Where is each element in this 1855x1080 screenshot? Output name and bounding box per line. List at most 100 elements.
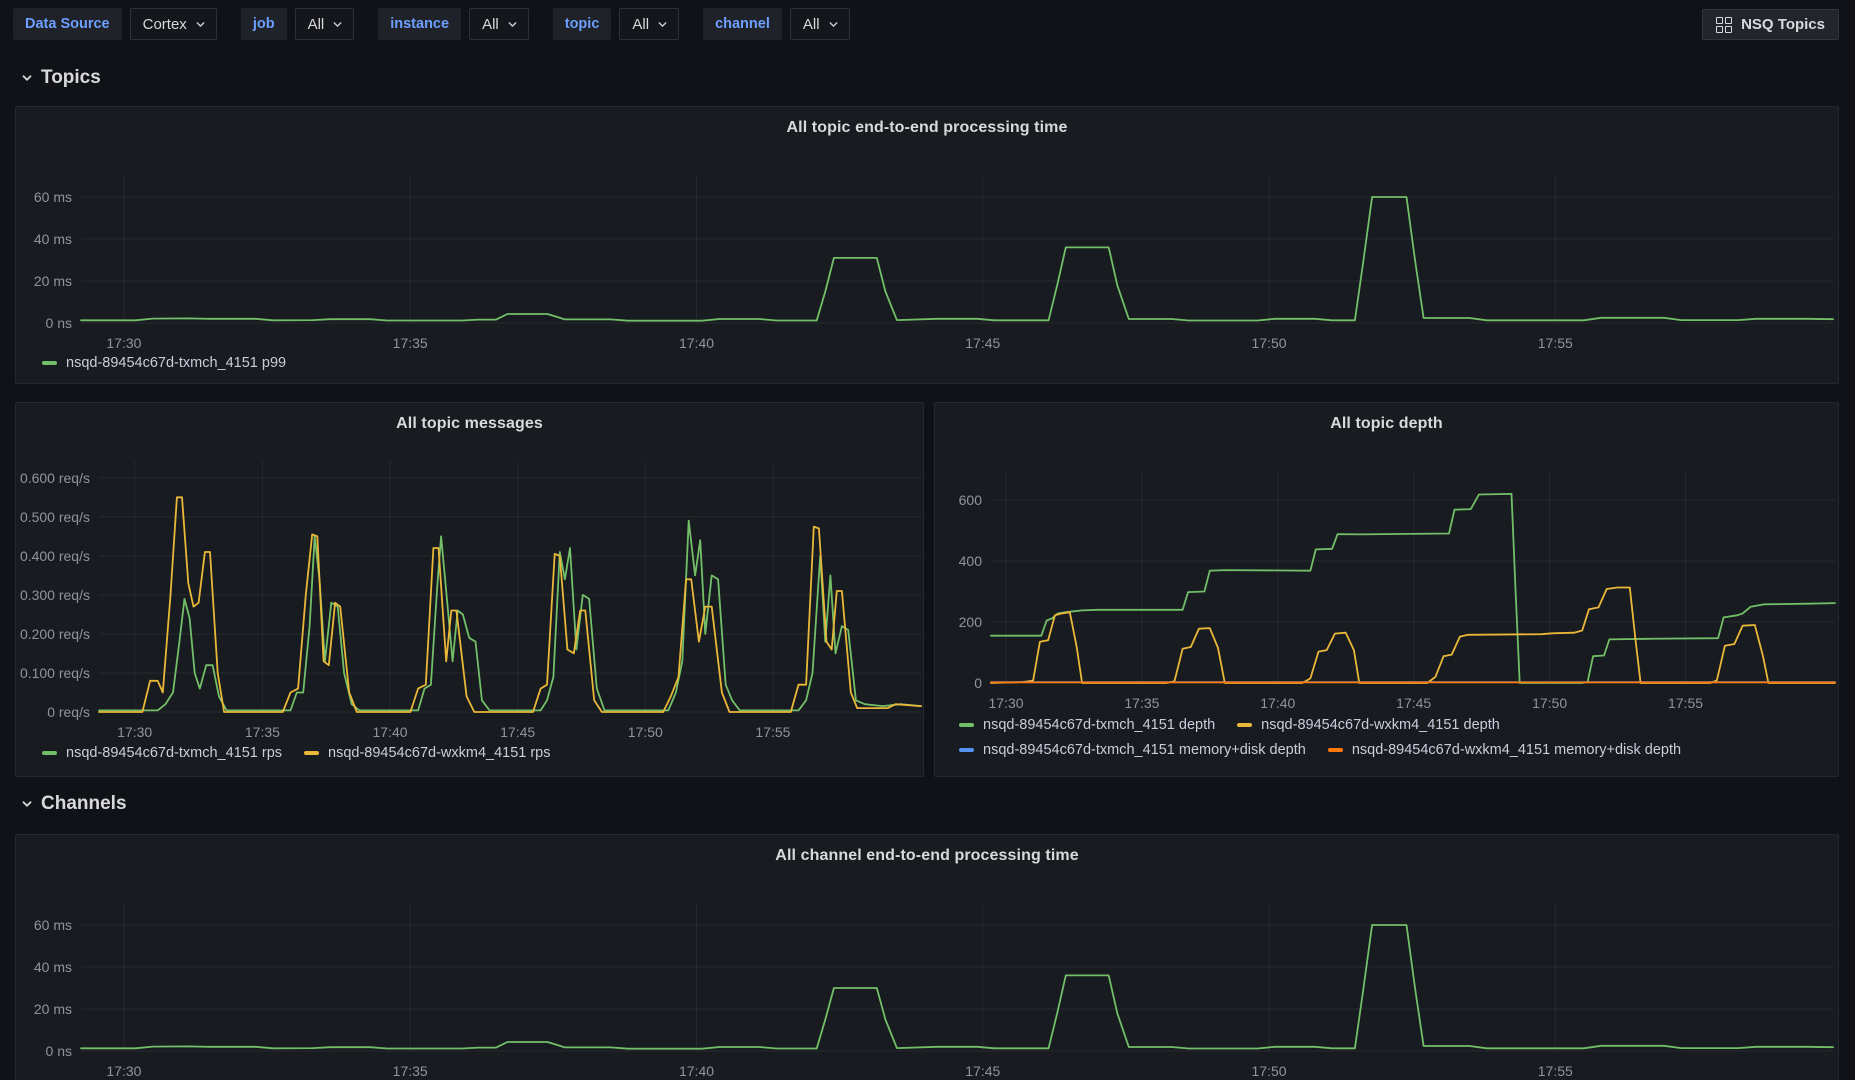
- filter-value-channel[interactable]: All: [789, 8, 850, 40]
- x-axis-label: 17:30: [106, 335, 142, 351]
- panel-title[interactable]: All channel end-to-end processing time: [775, 847, 1079, 864]
- chart-channel-e2e[interactable]: [80, 904, 1834, 1052]
- chart-topic-e2e[interactable]: [80, 176, 1834, 324]
- chevron-down-icon: [333, 21, 342, 27]
- y-axis-label: 40 ms: [33, 959, 72, 975]
- x-axis-label: 17:55: [755, 724, 791, 740]
- legend-label: nsqd-89454c67d-txmch_4151 depth: [983, 717, 1216, 733]
- legend-item[interactable]: nsqd-89454c67d-txmch_4151 p99: [42, 355, 286, 371]
- legend-label: nsqd-89454c67d-wxkm4_4151 memory+disk de…: [1351, 742, 1682, 758]
- filter-instance: instance All: [378, 8, 529, 40]
- filter-value-text: All: [632, 15, 650, 33]
- x-axis-label: 17:40: [1260, 695, 1296, 711]
- legend: nsqd-89454c67d-txmch_4151 depth nsqd-8945…: [959, 717, 1681, 758]
- y-axis-label: 0 ns: [45, 1043, 72, 1059]
- filter-value-data-source[interactable]: Cortex: [129, 8, 217, 40]
- y-axis-label: 0.300 req/s: [19, 586, 90, 603]
- legend-label: nsqd-89454c67d-txmch_4151 memory+disk de…: [983, 742, 1306, 758]
- legend: nsqd-89454c67d-txmch_4151 p99: [42, 355, 286, 371]
- apps-grid-icon: [1716, 16, 1733, 33]
- chart-canvas: [990, 471, 1836, 684]
- section-title: Topics: [41, 67, 101, 88]
- chart-topic-depth[interactable]: [990, 471, 1836, 684]
- x-axis-label: 17:50: [1251, 1063, 1287, 1079]
- chevron-down-icon: [196, 21, 205, 27]
- filter-label-job[interactable]: job: [240, 8, 287, 40]
- series-line: [80, 924, 1834, 1050]
- panel-title[interactable]: All topic end-to-end processing time: [786, 119, 1068, 136]
- chart-canvas: [98, 461, 922, 713]
- filter-value-topic[interactable]: All: [619, 8, 680, 40]
- legend-label: nsqd-89454c67d-txmch_4151 rps: [66, 745, 283, 761]
- x-axis-label: 17:55: [1537, 335, 1573, 351]
- section-title: Channels: [41, 793, 127, 814]
- x-axis-label: 17:30: [106, 1063, 142, 1079]
- legend-item[interactable]: nsqd-89454c67d-wxkm4_4151 rps: [304, 745, 551, 761]
- filter-label-channel[interactable]: channel: [703, 8, 782, 40]
- chevron-down-icon: [658, 21, 667, 27]
- series-line: [98, 519, 922, 712]
- chart-topic-messages[interactable]: [98, 461, 922, 713]
- filter-channel: channel All: [703, 8, 850, 40]
- legend-item[interactable]: nsqd-89454c67d-wxkm4_4151 memory+disk de…: [1327, 742, 1682, 758]
- x-axis-label: 17:45: [965, 335, 1001, 351]
- y-axis-label: 0.400 req/s: [19, 547, 90, 564]
- y-axis-label: 0.500 req/s: [19, 508, 90, 525]
- y-axis-label: 600: [958, 492, 982, 508]
- x-axis-label: 17:45: [965, 1063, 1001, 1079]
- x-axis-label: 17:40: [372, 724, 408, 740]
- filter-value-job[interactable]: All: [294, 8, 355, 40]
- section-header-channels[interactable]: Channels: [20, 793, 127, 815]
- y-axis-label: 0: [974, 675, 982, 691]
- legend-swatch: [42, 361, 57, 365]
- y-axis-label: 0 ns: [45, 315, 72, 331]
- panel-title[interactable]: All topic depth: [1330, 415, 1443, 432]
- series-line: [98, 496, 922, 713]
- legend-swatch: [1237, 723, 1253, 727]
- y-axis-label: 40 ms: [33, 231, 72, 247]
- filter-value-instance[interactable]: All: [469, 8, 529, 40]
- x-axis-label: 17:30: [988, 695, 1024, 711]
- x-axis-label: 17:55: [1667, 695, 1704, 711]
- legend-swatch: [959, 723, 974, 727]
- legend: nsqd-89454c67d-txmch_4151 rps nsqd-89454c…: [42, 745, 551, 761]
- toolbar-filters: Data Source Cortex job All instance All topic A…: [13, 8, 1839, 40]
- filter-value-text: All: [307, 15, 325, 33]
- x-axis-label: 17:35: [392, 335, 428, 351]
- legend-item[interactable]: nsqd-89454c67d-txmch_4151 memory+disk de…: [959, 742, 1306, 758]
- x-axis-label: 17:45: [1396, 695, 1432, 711]
- legend-item[interactable]: nsqd-89454c67d-wxkm4_4151 depth: [1237, 717, 1500, 733]
- filter-value-text: All: [482, 15, 499, 33]
- x-axis-label: 17:50: [1532, 695, 1568, 711]
- dashboard-button[interactable]: NSQ Topics: [1702, 9, 1839, 40]
- filter-value-text: Cortex: [142, 15, 187, 33]
- x-axis-label: 17:35: [392, 1063, 428, 1079]
- legend-swatch: [304, 751, 320, 755]
- filter-label-instance[interactable]: instance: [378, 8, 462, 40]
- legend-row: nsqd-89454c67d-txmch_4151 depth nsqd-8945…: [959, 717, 1681, 733]
- legend-swatch: [1327, 748, 1343, 752]
- filter-value-text: All: [802, 15, 820, 33]
- y-axis-label: 200: [958, 614, 982, 630]
- filter-label-data-source[interactable]: Data Source: [13, 8, 122, 40]
- panel-topic-messages: All topic messages nsqd-89454c67d-txmch_…: [15, 402, 924, 777]
- legend-item[interactable]: nsqd-89454c67d-txmch_4151 rps: [42, 745, 282, 761]
- series-line: [990, 492, 1836, 684]
- panel-channel-e2e-processing-time: All channel end-to-end processing time 0…: [15, 834, 1839, 1080]
- filter-data-source: Data Source Cortex: [13, 8, 217, 40]
- panel-topic-e2e-processing-time: All topic end-to-end processing time nsq…: [15, 106, 1839, 384]
- legend-swatch: [959, 748, 974, 752]
- section-header-topics[interactable]: Topics: [20, 67, 101, 89]
- chevron-down-icon: [829, 21, 837, 27]
- panel-title[interactable]: All topic messages: [396, 415, 543, 432]
- x-axis-label: 17:35: [244, 724, 280, 740]
- dashboard-button-label: NSQ Topics: [1741, 16, 1825, 33]
- series-line: [80, 196, 1834, 322]
- filter-job: job All: [240, 8, 355, 40]
- filter-label-topic[interactable]: topic: [552, 8, 612, 40]
- y-axis-label: 20 ms: [33, 1001, 72, 1017]
- legend-row: nsqd-89454c67d-txmch_4151 p99: [42, 355, 286, 371]
- legend-item[interactable]: nsqd-89454c67d-txmch_4151 depth: [959, 717, 1215, 733]
- y-axis-label: 400: [958, 553, 982, 569]
- x-axis-label: 17:45: [500, 724, 536, 740]
